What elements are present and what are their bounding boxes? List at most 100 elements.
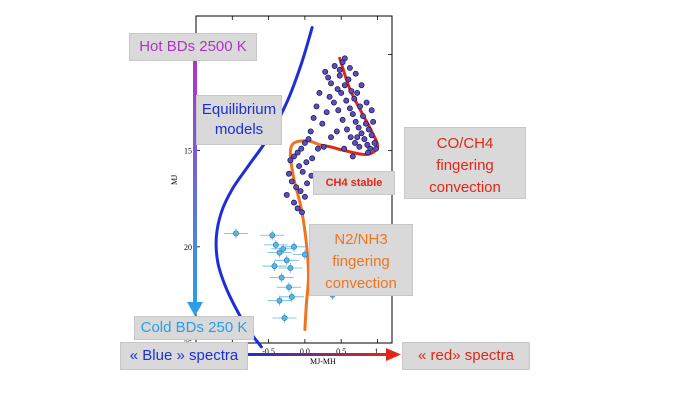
dwarf-point xyxy=(336,66,343,73)
cold-point xyxy=(286,284,292,291)
red-spectra-label: « red» spectra xyxy=(402,342,530,370)
dwarf-point xyxy=(322,68,329,75)
dwarf-point xyxy=(361,136,368,143)
dwarf-point xyxy=(356,143,363,150)
dwarf-point xyxy=(339,116,346,123)
color-arrow-head xyxy=(386,348,401,361)
x-axis-label: MJ-MH xyxy=(310,357,336,366)
dwarf-point xyxy=(358,82,365,89)
y-tick-label: 20 xyxy=(184,243,192,252)
n2nh3-line-2: fingering xyxy=(332,253,390,270)
dwarf-point xyxy=(296,163,303,169)
dwarf-point xyxy=(362,120,369,127)
cold-point xyxy=(301,251,308,258)
dwarf-point xyxy=(323,109,330,116)
dwarf-point xyxy=(352,140,358,146)
dwarf-point xyxy=(370,118,377,125)
dwarf-point xyxy=(294,149,301,156)
dwarf-point xyxy=(303,159,310,166)
cold-point xyxy=(269,232,276,239)
dwarf-point xyxy=(285,170,292,177)
dwarf-point xyxy=(313,103,320,110)
dwarf-point xyxy=(341,145,348,152)
co-ch4-label: CO/CH4 fingering convection xyxy=(404,127,526,199)
equilibrium-line-1: Equilibrium xyxy=(201,101,277,118)
cold-point xyxy=(288,293,295,300)
cold-point xyxy=(280,245,287,252)
dwarf-point xyxy=(360,113,366,119)
dwarf-point xyxy=(316,89,323,96)
dwarf-point xyxy=(347,134,354,141)
dwarf-point xyxy=(348,88,355,94)
dwarf-point xyxy=(328,80,334,87)
hot-bds-label: Hot BDs 2500 K xyxy=(129,33,257,61)
dwarf-point xyxy=(293,184,300,191)
dwarf-point xyxy=(338,89,345,96)
dwarf-point xyxy=(305,136,312,143)
dwarf-point xyxy=(307,128,314,135)
dwarf-point xyxy=(344,126,350,133)
dwarf-point xyxy=(331,63,338,69)
n2nh3-line-1: N2/NH3 xyxy=(334,231,388,248)
x-tick-label: -0.5 xyxy=(262,347,275,356)
dwarf-point xyxy=(299,209,305,216)
y-axis-label: MJ xyxy=(170,175,179,185)
cold-point xyxy=(291,243,297,250)
cold-point xyxy=(283,257,290,264)
dwarf-point xyxy=(373,145,379,152)
dwarf-point xyxy=(283,191,290,198)
x-tick-label: 1. xyxy=(374,347,380,356)
dwarf-point xyxy=(351,95,358,102)
temperature-arrow-head xyxy=(187,302,203,316)
dwarf-point xyxy=(291,199,297,206)
dwarf-point xyxy=(357,103,364,110)
dwarf-point xyxy=(365,149,371,156)
temperature-arrow-shaft xyxy=(193,60,197,304)
n2-nh3-label: N2/NH3 fingering convection xyxy=(309,224,413,296)
cold-point xyxy=(272,241,279,248)
dwarf-point xyxy=(345,76,352,83)
equilibrium-line-2: models xyxy=(214,121,264,138)
coch4-line-1: CO/CH4 xyxy=(436,135,494,152)
cold-point xyxy=(278,274,285,281)
cold-bds-label: Cold BDs 250 K xyxy=(134,316,254,340)
dwarf-point xyxy=(336,72,343,79)
dwarf-point xyxy=(371,140,378,146)
dwarf-point xyxy=(346,64,353,71)
dwarf-point xyxy=(363,99,370,106)
dwarf-point xyxy=(341,82,348,89)
y-tick-label: 15 xyxy=(184,147,192,156)
cold-point xyxy=(271,263,278,269)
dwarf-point xyxy=(364,141,371,148)
dwarf-point xyxy=(355,124,362,131)
dwarf-point xyxy=(326,93,333,100)
dwarf-point xyxy=(334,86,341,93)
dwarf-point xyxy=(333,128,340,135)
n2nh3-line-3: convection xyxy=(325,275,397,292)
dwarf-point xyxy=(341,55,348,62)
dwarf-point xyxy=(335,107,342,114)
dwarf-point xyxy=(291,153,297,160)
dwarf-point xyxy=(288,178,295,185)
dwarf-point xyxy=(368,107,375,114)
dwarf-point xyxy=(358,130,365,137)
coch4-line-3: convection xyxy=(429,179,501,196)
dwarf-point xyxy=(298,145,305,152)
dwarf-point xyxy=(301,140,308,146)
dwarf-point xyxy=(325,74,332,81)
dwarf-point xyxy=(301,193,308,200)
dwarf-point xyxy=(354,89,361,96)
dwarf-point xyxy=(297,188,304,194)
equilibrium-curve xyxy=(214,26,314,349)
color-arrow-shaft xyxy=(246,353,388,356)
coch4-line-2: fingering xyxy=(436,157,494,174)
cold-point xyxy=(276,297,283,304)
dwarf-point xyxy=(299,168,306,175)
dwarf-point xyxy=(309,155,316,162)
dwarf-point xyxy=(310,114,317,121)
dwarf-point xyxy=(328,134,334,141)
dwarf-point xyxy=(343,97,350,104)
dwarf-point xyxy=(315,145,321,152)
dwarf-point xyxy=(349,153,356,160)
dwarf-point xyxy=(349,111,356,118)
